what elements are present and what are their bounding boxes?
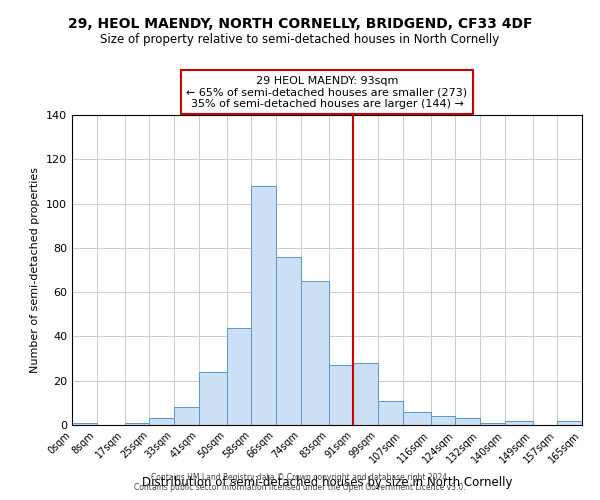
Bar <box>480 423 505 425</box>
Bar <box>149 418 174 425</box>
Bar <box>301 281 329 425</box>
Bar <box>276 256 301 425</box>
Bar <box>227 328 251 425</box>
Bar <box>251 186 276 425</box>
Bar <box>505 420 533 425</box>
Bar <box>557 420 582 425</box>
Bar <box>431 416 455 425</box>
Text: Size of property relative to semi-detached houses in North Cornelly: Size of property relative to semi-detach… <box>100 32 500 46</box>
Bar <box>353 363 378 425</box>
X-axis label: Distribution of semi-detached houses by size in North Cornelly: Distribution of semi-detached houses by … <box>142 476 512 489</box>
Bar <box>329 365 353 425</box>
Bar <box>378 400 403 425</box>
Y-axis label: Number of semi-detached properties: Number of semi-detached properties <box>31 167 40 373</box>
Text: Contains HM Land Registry data © Crown copyright and database right 2024.
Contai: Contains HM Land Registry data © Crown c… <box>134 473 466 492</box>
Bar <box>403 412 431 425</box>
Text: 29 HEOL MAENDY: 93sqm
← 65% of semi-detached houses are smaller (273)
35% of sem: 29 HEOL MAENDY: 93sqm ← 65% of semi-deta… <box>187 76 467 109</box>
Bar <box>72 423 97 425</box>
Bar <box>199 372 227 425</box>
Bar <box>125 423 149 425</box>
Bar <box>174 408 199 425</box>
Bar <box>455 418 480 425</box>
Text: 29, HEOL MAENDY, NORTH CORNELLY, BRIDGEND, CF33 4DF: 29, HEOL MAENDY, NORTH CORNELLY, BRIDGEN… <box>68 18 532 32</box>
